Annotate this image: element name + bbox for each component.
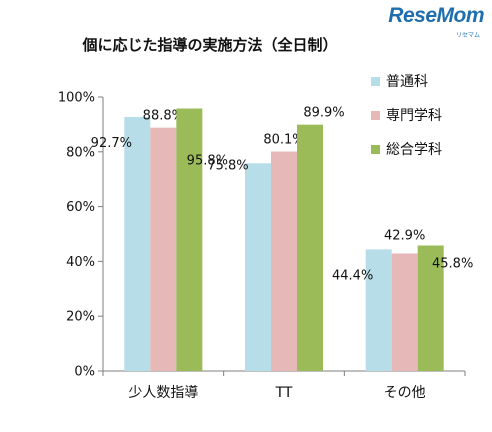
bar — [124, 117, 151, 371]
bar — [297, 124, 323, 371]
data-label: 88.8% — [143, 109, 184, 124]
data-label: 44.4% — [332, 268, 373, 283]
legend-item-futsuka: 普通科 — [371, 64, 442, 98]
legend-swatch — [371, 76, 380, 86]
bar — [391, 253, 418, 371]
data-label: 89.9% — [303, 106, 344, 121]
bar — [176, 108, 203, 372]
data-label: 92.7% — [91, 136, 132, 151]
x-tick-label: 少人数指導 — [128, 385, 198, 401]
legend-item-sogo: 総合学科 — [371, 132, 442, 166]
legend-item-senmon: 専門学科 — [371, 98, 442, 132]
legend: 普通科 専門学科 総合学科 — [371, 64, 442, 166]
y-tick-label: 60% — [66, 200, 95, 215]
data-label: 45.8% — [432, 257, 473, 272]
bar — [150, 127, 177, 371]
legend-label: 普通科 — [386, 74, 428, 90]
legend-label: 専門学科 — [386, 108, 442, 124]
y-tick-label: 80% — [66, 145, 95, 160]
brand-logo: ReseMom — [388, 4, 484, 27]
legend-swatch — [371, 110, 380, 120]
x-tick-label: その他 — [384, 385, 426, 401]
y-tick-label: 100% — [58, 91, 95, 106]
bar — [271, 151, 297, 371]
y-tick-label: 0% — [74, 365, 95, 380]
legend-label: 総合学科 — [386, 142, 442, 158]
bar — [417, 245, 444, 371]
data-label: 42.9% — [384, 228, 425, 243]
brand-logo-sub: リセマム — [455, 32, 480, 39]
data-label: 80.1% — [263, 133, 304, 148]
legend-swatch — [371, 144, 380, 154]
y-tick-label: 20% — [66, 310, 95, 325]
x-tick-label: TT — [275, 385, 293, 401]
bar — [365, 249, 392, 371]
bar — [245, 163, 271, 371]
data-label: 95.8% — [187, 154, 228, 169]
data-label: 75.8% — [207, 158, 248, 173]
y-tick-label: 40% — [66, 255, 95, 270]
chart-title: 個に応じた指導の実施方法（全日制） — [82, 36, 338, 54]
